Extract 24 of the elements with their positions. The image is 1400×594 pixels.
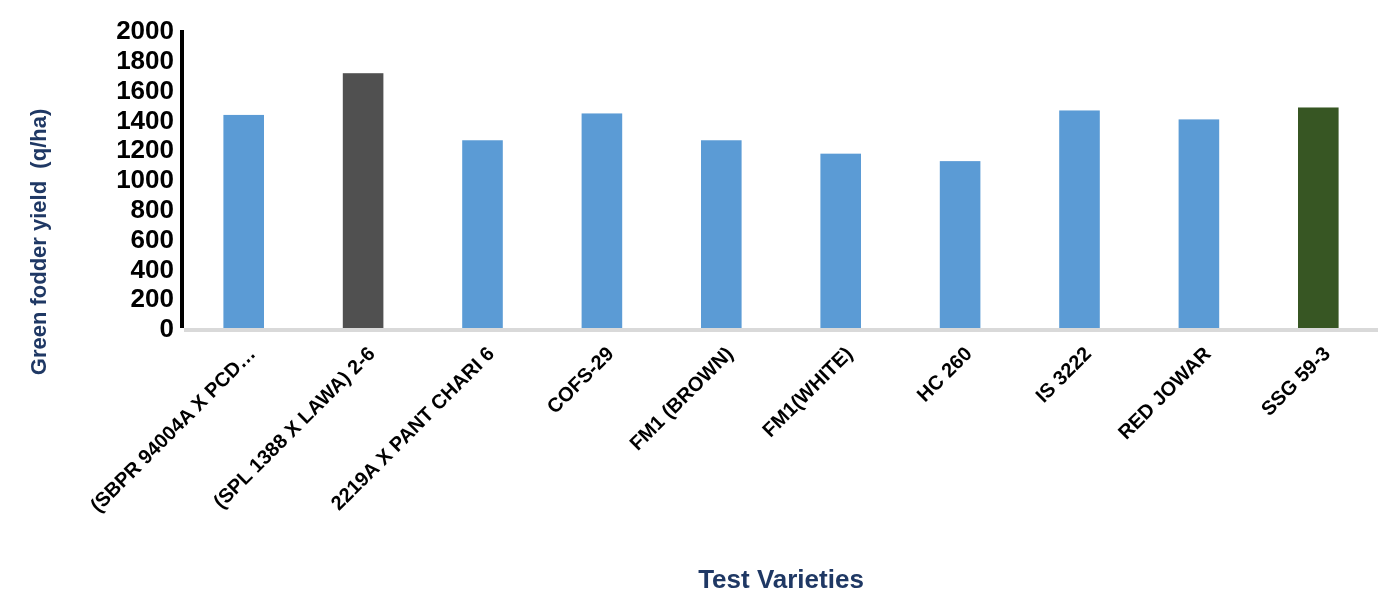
bar <box>342 73 384 328</box>
bar <box>581 113 623 328</box>
y-tick-label: 600 <box>130 223 174 254</box>
y-tick-label: 1400 <box>116 104 174 135</box>
x-axis-title: Test Varieties <box>698 564 864 594</box>
bar <box>223 114 264 328</box>
bar <box>1178 119 1220 328</box>
bar <box>820 153 861 328</box>
y-tick-label: 1000 <box>116 164 174 195</box>
y-tick-label: 400 <box>130 253 174 284</box>
y-axis-title: Green fodder yield (q/ha) <box>26 108 51 376</box>
bar <box>701 140 742 328</box>
y-tick-label: 1800 <box>116 44 174 75</box>
bar <box>1298 107 1339 328</box>
bar <box>939 161 981 328</box>
x-tick-label: HC 260 <box>912 342 976 406</box>
bar <box>1059 110 1100 328</box>
y-tick-label: 1200 <box>116 134 174 165</box>
bar <box>462 140 503 328</box>
y-tick-label: 0 <box>159 313 174 344</box>
y-tick-label: 2000 <box>116 15 174 46</box>
y-tick-label: 200 <box>130 283 174 314</box>
y-tick-label: 1600 <box>116 74 174 105</box>
y-tick-label: 800 <box>130 193 174 224</box>
